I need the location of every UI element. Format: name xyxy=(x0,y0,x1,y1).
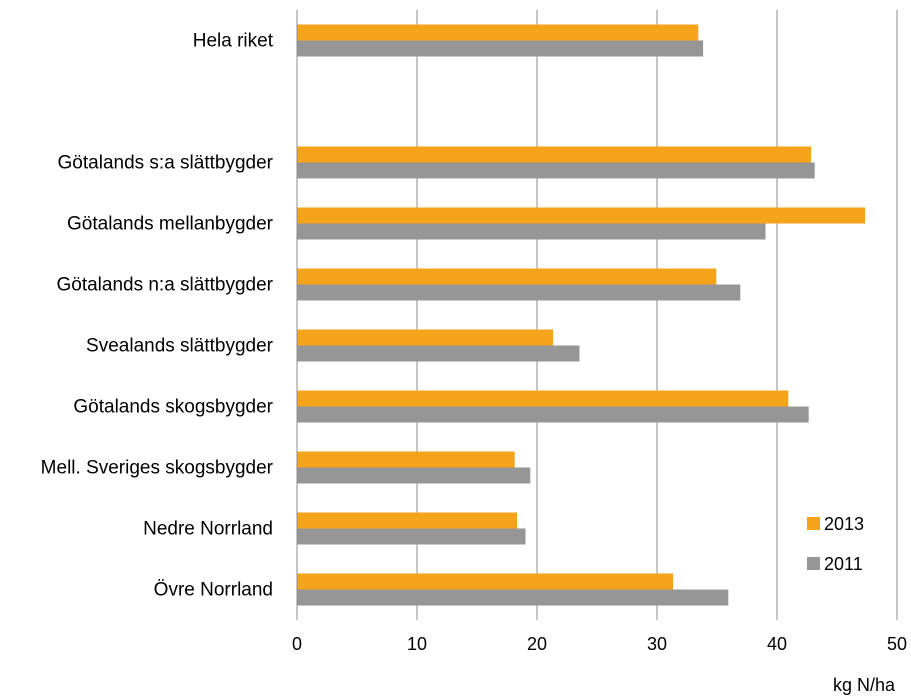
category-label: Götalands s:a slättbygder xyxy=(58,153,274,174)
category-label: Götalands mellanbygder xyxy=(67,214,274,235)
x-tick-label: 0 xyxy=(292,634,302,654)
x-axis-unit-label: kg N/ha xyxy=(833,675,896,695)
bar-2013-2 xyxy=(297,146,812,163)
category-label: Övre Norrland xyxy=(154,580,273,601)
category-label: Hela riket xyxy=(193,31,274,52)
bar-2013-7 xyxy=(297,451,515,468)
category-label: Svealands slättbygder xyxy=(86,336,274,357)
category-label: Götalands skogsbygder xyxy=(73,397,273,418)
bar-2013-6 xyxy=(297,390,789,407)
bar-2011-9 xyxy=(297,589,729,606)
x-tick-label: 20 xyxy=(527,634,547,654)
bar-2013-5 xyxy=(297,329,554,346)
bar-2013-3 xyxy=(297,207,866,224)
legend-label-2013: 2013 xyxy=(824,514,864,534)
x-tick-label: 40 xyxy=(767,634,787,654)
x-tick-label: 50 xyxy=(887,634,907,654)
x-tick-labels: 0 10 20 30 40 50 xyxy=(292,634,907,654)
bar-2013-4 xyxy=(297,268,717,285)
x-tick-label: 10 xyxy=(407,634,427,654)
category-labels: Hela riket Götalands s:a slättbygder Götal… xyxy=(41,31,274,601)
legend-label-2011: 2011 xyxy=(824,554,863,574)
category-label: Nedre Norrland xyxy=(143,519,273,540)
bars xyxy=(297,24,866,606)
bar-2011-6 xyxy=(297,406,809,423)
legend-swatch-2011 xyxy=(807,557,820,570)
category-label: Mell. Sveriges skogsbygder xyxy=(41,458,274,479)
category-label: Götalands n:a slättbygder xyxy=(56,275,273,296)
bar-2011-5 xyxy=(297,345,580,362)
legend: 2013 2011 xyxy=(807,514,864,574)
bar-2013-0 xyxy=(297,24,699,41)
bar-2013-9 xyxy=(297,573,674,590)
bar-2011-4 xyxy=(297,284,741,301)
legend-swatch-2013 xyxy=(807,517,820,530)
bar-2011-7 xyxy=(297,467,531,484)
bar-2011-0 xyxy=(297,40,704,57)
bar-2011-3 xyxy=(297,223,766,240)
x-tick-label: 30 xyxy=(647,634,667,654)
bar-2013-8 xyxy=(297,512,518,529)
bar-2011-2 xyxy=(297,162,815,179)
bar-2011-8 xyxy=(297,528,526,545)
